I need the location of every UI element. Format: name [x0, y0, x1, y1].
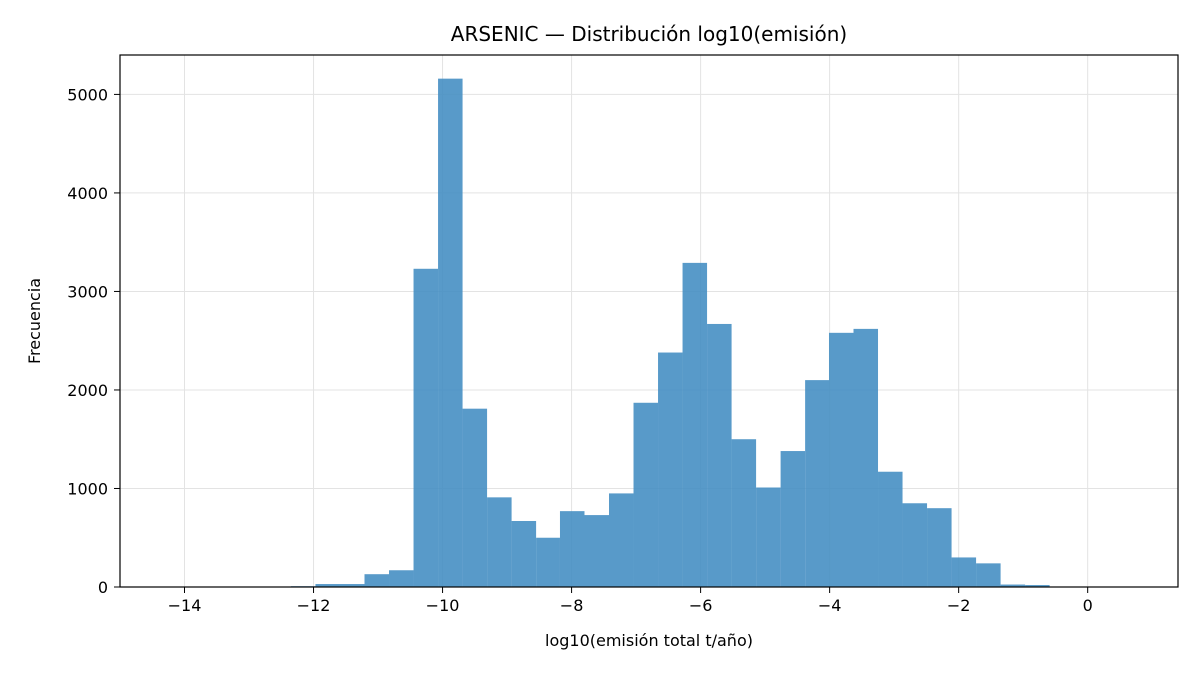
histogram-bar-13: [462, 408, 488, 587]
histogram-bar-20: [633, 402, 659, 587]
histogram-bar-16: [536, 537, 560, 587]
y-tick-label-0: 0: [98, 578, 108, 597]
ticks: −14 −12 −10 −8 −6 −4 −2 0 0 1000 2000 3000 4000 5000: [67, 85, 1092, 615]
histogram-bar-7: [315, 584, 340, 587]
y-tick-label-1: 1000: [67, 479, 108, 498]
histogram-bar-15: [511, 520, 537, 587]
histogram-bar-12: [438, 78, 463, 588]
y-tick-label-3: 3000: [67, 282, 108, 301]
histogram-bar-8: [339, 584, 365, 587]
histogram-bar-25: [756, 487, 781, 587]
histogram-bar-35: [1000, 584, 1026, 587]
x-tick-label-1: −12: [297, 596, 331, 615]
histogram-bar-17: [559, 511, 585, 587]
x-tick-label-5: −4: [818, 596, 842, 615]
x-tick-label-0: −14: [168, 596, 202, 615]
y-tick-label-2: 2000: [67, 381, 108, 400]
histogram-bar-36: [1025, 585, 1050, 587]
histogram-bar-22: [682, 262, 708, 587]
chart-title: ARSENIC — Distribución log10(emisión): [451, 22, 847, 46]
histogram-bar-29: [853, 328, 879, 587]
grid: [120, 55, 1178, 588]
histogram-bar-33: [951, 557, 977, 587]
histogram-bar-24: [731, 439, 757, 587]
x-tick-label-6: −2: [947, 596, 971, 615]
histogram-bar-18: [584, 515, 610, 587]
histogram-bar-28: [828, 332, 854, 587]
histogram-bar-34: [976, 563, 1001, 587]
x-axis-label: log10(emisión total t/año): [545, 631, 753, 650]
histogram-bar-32: [927, 508, 952, 587]
x-tick-label-2: −10: [426, 596, 460, 615]
y-tick-label-5: 5000: [67, 85, 108, 104]
x-tick-label-3: −8: [560, 596, 584, 615]
histogram-bar-21: [658, 352, 683, 587]
histogram-bar-23: [707, 323, 732, 587]
histogram-bar-9: [364, 574, 390, 587]
y-tick-label-4: 4000: [67, 184, 108, 203]
y-axis-label: Frecuencia: [25, 278, 44, 364]
histogram-bar-26: [780, 451, 806, 587]
histogram-bar-30: [878, 471, 903, 587]
plot-frame: [119, 54, 1179, 588]
histogram-bar-31: [902, 503, 928, 587]
x-tick-label-7: 0: [1083, 596, 1093, 615]
x-tick-label-4: −6: [689, 596, 713, 615]
histogram-bar-27: [805, 380, 829, 587]
histogram-bar-11: [413, 268, 439, 587]
histogram-bar-19: [609, 493, 634, 587]
histogram-bar-10: [389, 570, 414, 587]
bars: [144, 78, 1148, 588]
histogram-bar-14: [487, 497, 512, 587]
